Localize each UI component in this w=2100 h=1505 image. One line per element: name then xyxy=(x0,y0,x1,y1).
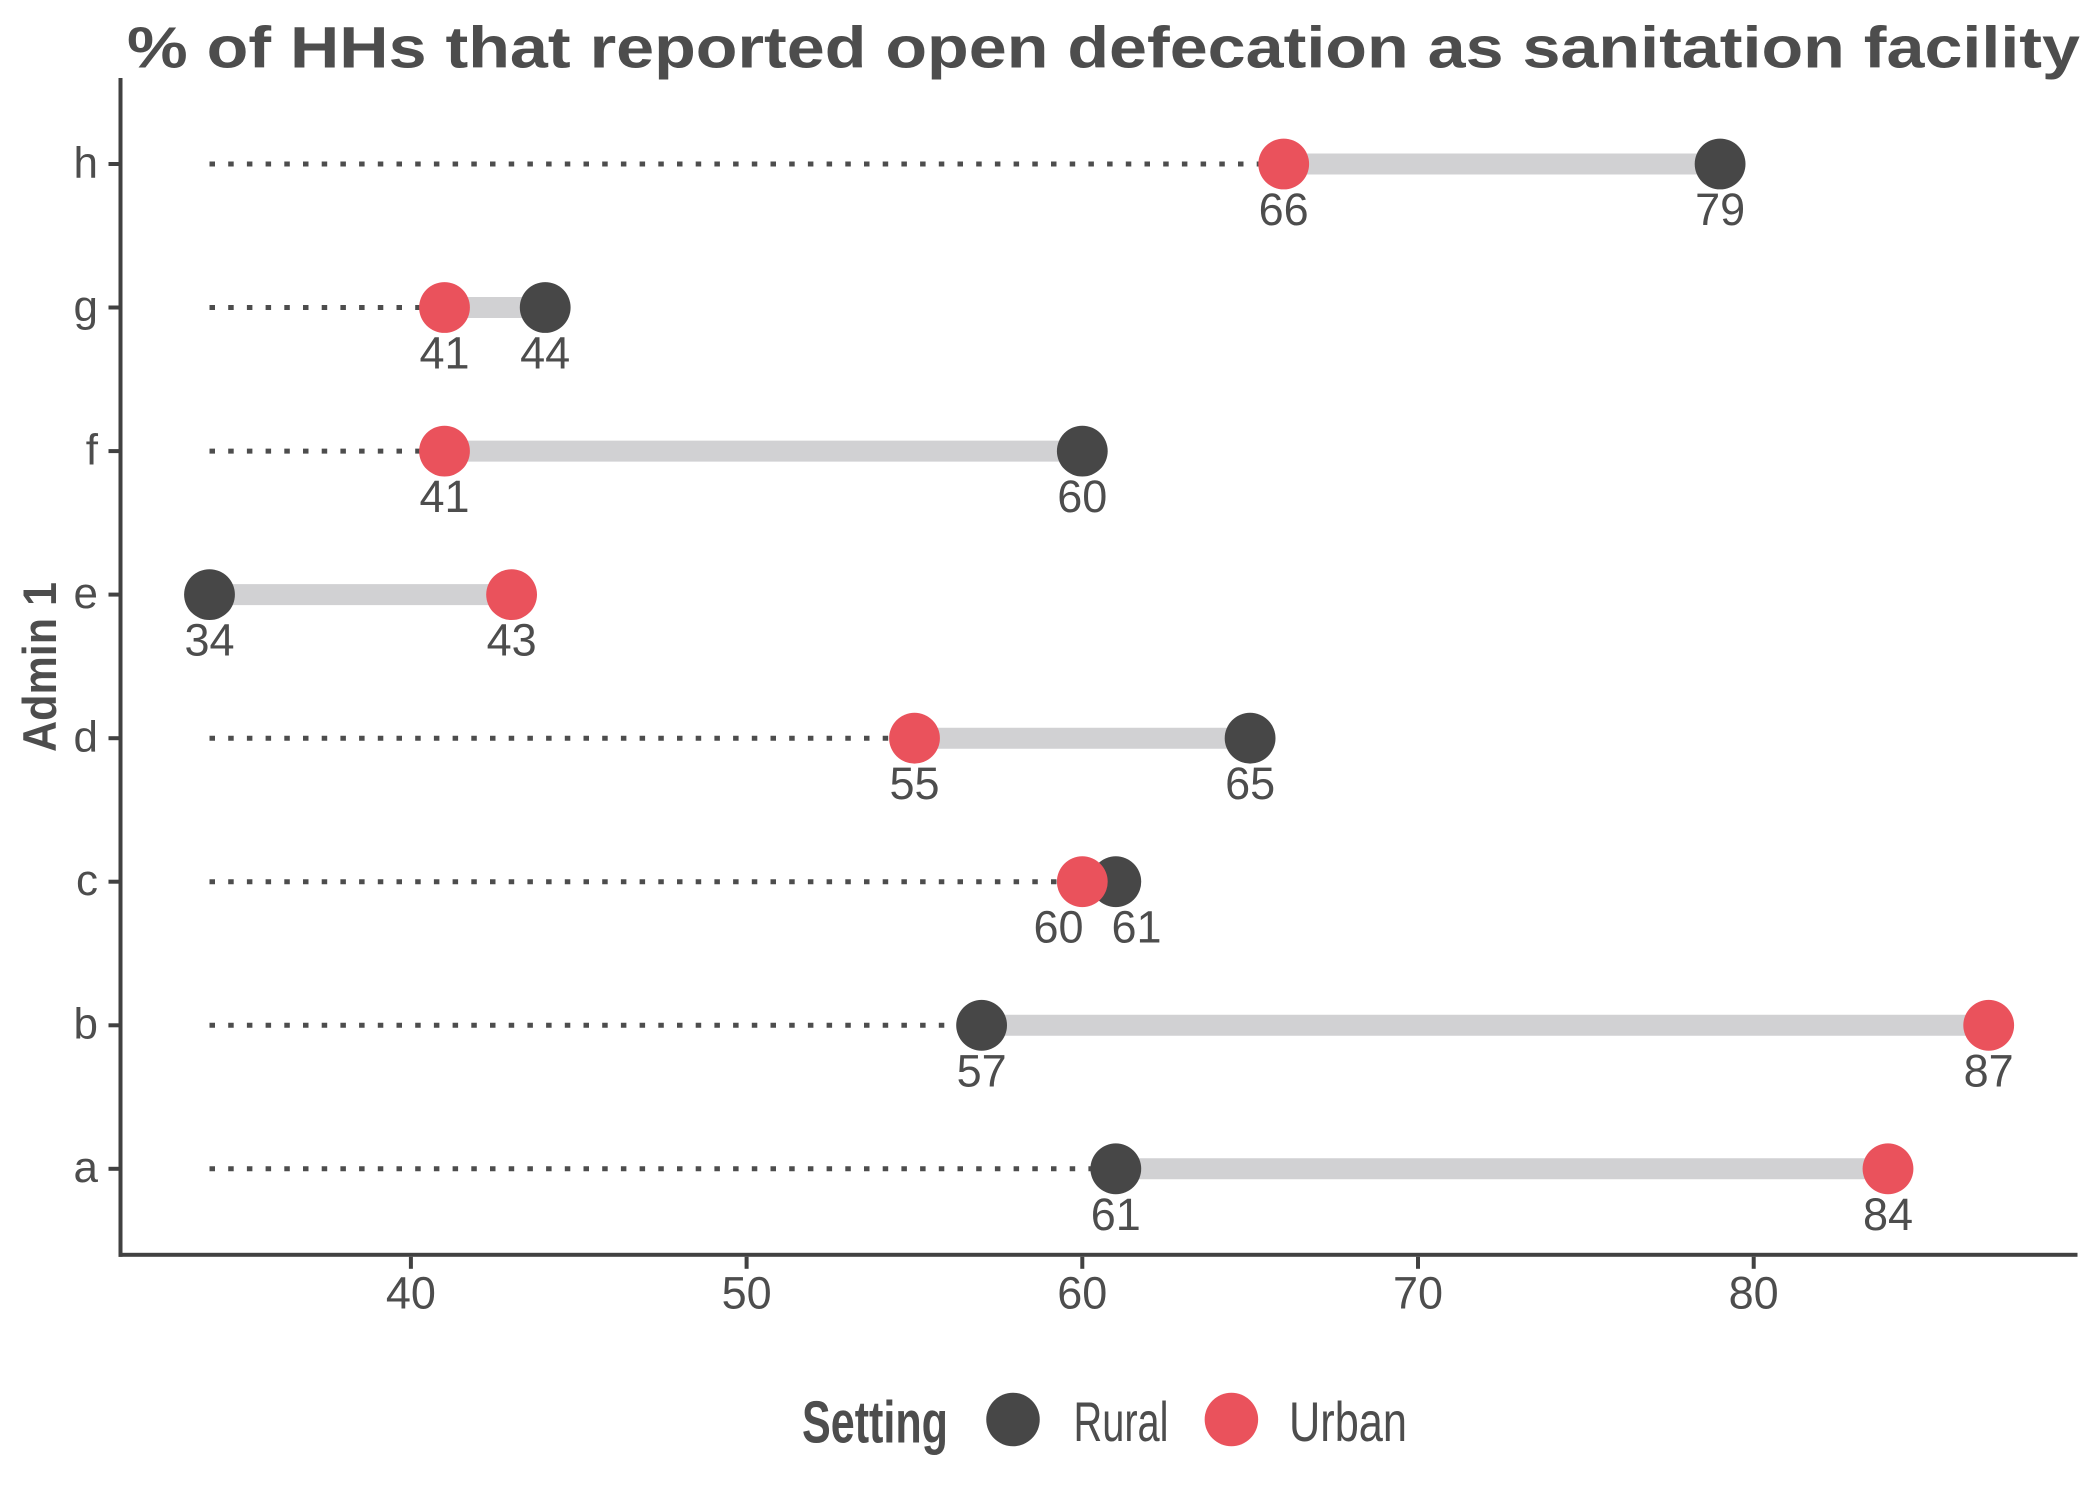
svg-text:50: 50 xyxy=(722,1268,772,1319)
svg-text:65: 65 xyxy=(1225,758,1275,809)
svg-text:c: c xyxy=(76,856,98,905)
svg-text:70: 70 xyxy=(1393,1268,1443,1319)
svg-text:Setting: Setting xyxy=(802,1390,948,1456)
svg-text:55: 55 xyxy=(889,758,939,809)
svg-text:h: h xyxy=(74,138,98,187)
svg-text:g: g xyxy=(74,282,98,331)
svg-text:66: 66 xyxy=(1259,184,1309,235)
svg-text:34: 34 xyxy=(184,615,234,666)
svg-text:60: 60 xyxy=(1057,1268,1107,1319)
svg-text:80: 80 xyxy=(1729,1268,1779,1319)
svg-text:41: 41 xyxy=(419,328,469,379)
svg-text:a: a xyxy=(74,1143,99,1192)
svg-text:f: f xyxy=(86,425,99,474)
svg-text:43: 43 xyxy=(487,615,537,666)
svg-text:44: 44 xyxy=(520,328,570,379)
svg-text:57: 57 xyxy=(957,1045,1007,1096)
svg-text:61: 61 xyxy=(1091,1189,1141,1240)
svg-text:b: b xyxy=(74,1000,98,1049)
svg-text:e: e xyxy=(74,569,98,618)
svg-text:Rural: Rural xyxy=(1074,1390,1169,1453)
svg-text:79: 79 xyxy=(1695,184,1745,235)
svg-text:60: 60 xyxy=(1033,902,1083,953)
svg-text:Admin 1: Admin 1 xyxy=(13,582,66,752)
svg-text:% of HHs that reported open de: % of HHs that reported open defecation a… xyxy=(127,16,2080,81)
svg-text:61: 61 xyxy=(1112,902,1162,953)
svg-text:60: 60 xyxy=(1057,471,1107,522)
svg-text:84: 84 xyxy=(1863,1189,1913,1240)
svg-text:40: 40 xyxy=(386,1268,436,1319)
svg-text:d: d xyxy=(74,713,98,762)
svg-text:41: 41 xyxy=(419,471,469,522)
svg-text:Urban: Urban xyxy=(1289,1390,1407,1453)
svg-text:87: 87 xyxy=(1964,1045,2014,1096)
